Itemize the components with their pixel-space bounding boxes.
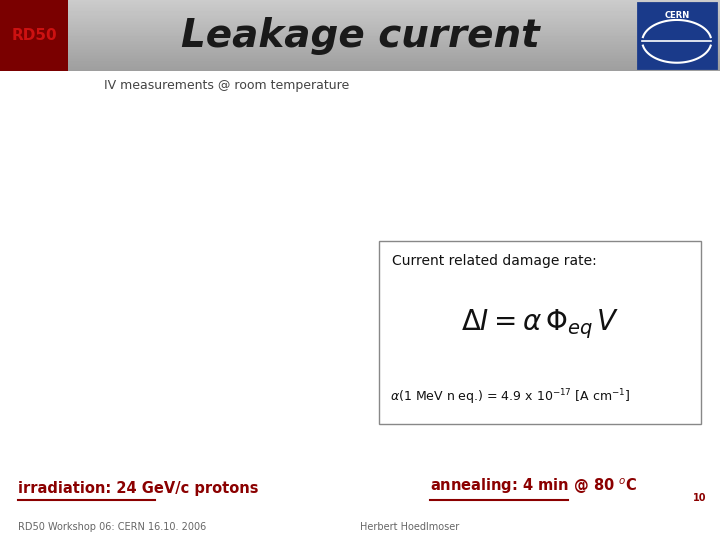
Text: $\alpha$(1 MeV n eq.) = 4.9 x 10$^{-17}$ [A cm$^{-1}$]: $\alpha$(1 MeV n eq.) = 4.9 x 10$^{-17}$… [390,387,631,407]
Text: RD50 Workshop 06: CERN 16.10. 2006: RD50 Workshop 06: CERN 16.10. 2006 [18,522,206,532]
Text: $\Delta I = \alpha \, \Phi_{eq} \, V$: $\Delta I = \alpha \, \Phi_{eq} \, V$ [461,308,619,341]
Text: CERN: CERN [664,11,690,20]
Text: irradiation: 24 GeV/c protons: irradiation: 24 GeV/c protons [18,481,258,496]
Text: Leakage current: Leakage current [181,17,539,55]
Bar [638,3,716,69]
Text: 10: 10 [693,493,706,503]
FancyBboxPatch shape [379,241,701,424]
Text: annealing: 4 min @ 80 $^o$C: annealing: 4 min @ 80 $^o$C [430,476,637,496]
Text: Current related damage rate:: Current related damage rate: [392,254,597,268]
Text: Herbert Hoedlmoser: Herbert Hoedlmoser [360,522,459,532]
Text: RD50: RD50 [12,28,58,43]
Text: IV measurements @ room temperature: IV measurements @ room temperature [104,79,349,92]
Bar [0,0,68,71]
